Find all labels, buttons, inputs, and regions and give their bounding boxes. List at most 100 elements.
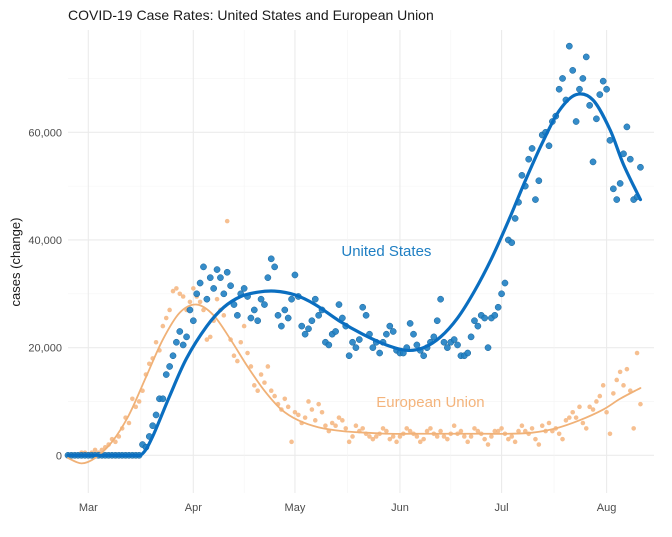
us-data-point — [498, 290, 505, 298]
eu-data-point — [153, 339, 159, 345]
eu-data-point — [475, 428, 481, 434]
us-data-point — [508, 239, 516, 247]
eu-data-point — [113, 439, 118, 445]
us-data-point — [569, 67, 577, 74]
eu-data-point — [468, 434, 474, 439]
us-data-point — [491, 311, 499, 319]
eu-data-point — [235, 358, 240, 364]
us-data-point — [433, 317, 441, 325]
us-data-point — [464, 349, 472, 357]
eu-data-point — [252, 383, 257, 388]
us-data-point — [389, 328, 397, 335]
us-data-point — [257, 295, 265, 303]
eu-data-point — [580, 420, 586, 426]
us-data-point — [582, 53, 590, 61]
eu-data-point — [187, 299, 193, 305]
us-data-point — [444, 344, 451, 351]
eu-data-point — [384, 428, 389, 434]
us-data-point — [284, 314, 292, 322]
us-data-point — [166, 363, 173, 370]
eu-data-point — [167, 307, 172, 313]
us-data-point — [227, 282, 234, 290]
us-data-point — [186, 306, 194, 314]
us-data-point — [467, 333, 475, 341]
eu-data-point — [204, 337, 210, 342]
us-data-point — [471, 317, 478, 325]
eu-data-point — [214, 296, 220, 302]
eu-data-point — [245, 350, 250, 356]
eu-data-point — [563, 418, 569, 423]
eu-data-point — [231, 353, 237, 359]
eu-data-point — [319, 409, 325, 415]
us-data-point — [315, 311, 323, 319]
us-data-point — [359, 303, 367, 311]
us-data-point — [501, 279, 509, 287]
eu-data-point — [163, 315, 169, 321]
us-data-point — [613, 196, 621, 203]
us-data-point — [203, 295, 211, 303]
eu-data-point — [262, 380, 267, 385]
us-data-point — [518, 172, 526, 179]
eu-data-point — [306, 399, 311, 404]
eu-data-point — [638, 401, 643, 407]
us-data-point — [176, 328, 184, 335]
us-series-label: United States — [341, 243, 431, 260]
eu-data-point — [336, 415, 342, 420]
eu-data-point — [607, 431, 613, 437]
eu-data-point — [177, 291, 183, 297]
eu-data-point — [631, 426, 636, 431]
eu-data-point — [302, 415, 308, 420]
us-data-point — [308, 317, 316, 325]
eu-data-point — [92, 447, 98, 453]
us-data-point — [189, 317, 197, 325]
us-trend-line — [66, 92, 643, 458]
eu-data-point — [353, 423, 359, 429]
us-data-point — [223, 268, 231, 276]
us-data-point — [454, 341, 461, 349]
eu-data-point — [634, 350, 640, 356]
us-data-point — [298, 322, 306, 330]
eu-data-point — [241, 323, 247, 329]
eu-data-point — [333, 423, 338, 429]
us-data-point — [271, 263, 278, 271]
eu-data-point — [346, 439, 352, 445]
y-tick-label: 20,000 — [28, 343, 62, 355]
eu-data-point — [421, 436, 426, 442]
us-data-point — [474, 322, 482, 330]
us-data-point — [355, 336, 363, 343]
eu-data-point — [529, 426, 535, 431]
eu-data-point — [136, 399, 142, 404]
x-tick-label: Jun — [391, 502, 409, 514]
eu-trend-line — [67, 303, 642, 465]
us-data-point — [332, 328, 339, 335]
us-data-point — [305, 325, 312, 333]
us-data-point — [420, 352, 428, 360]
eu-data-point — [465, 439, 470, 445]
eu-data-point — [462, 434, 467, 439]
trend-lines — [66, 92, 643, 465]
eu-data-point — [289, 439, 294, 445]
eu-data-point — [438, 428, 443, 434]
us-data-point — [525, 155, 533, 163]
eu-data-point — [404, 426, 410, 431]
eu-data-point — [160, 323, 166, 329]
us-data-point — [325, 341, 333, 349]
eu-data-point — [489, 434, 494, 439]
eu-data-point — [373, 434, 379, 439]
us-data-point — [565, 42, 573, 50]
eu-data-point — [536, 442, 542, 447]
eu-data-point — [485, 442, 491, 447]
us-data-point — [623, 123, 631, 131]
eu-data-point — [285, 404, 291, 410]
eu-data-point — [533, 436, 538, 442]
eu-data-point — [126, 420, 132, 426]
y-tick-label: 0 — [56, 450, 62, 462]
us-data-point — [386, 322, 394, 330]
us-data-point — [511, 215, 519, 222]
y-axis-title: cases (change) — [8, 218, 23, 307]
us-data-point — [200, 263, 207, 271]
us-data-point — [481, 314, 488, 322]
us-data-point — [247, 314, 255, 322]
us-data-point — [162, 371, 170, 378]
eu-data-point — [414, 434, 420, 439]
